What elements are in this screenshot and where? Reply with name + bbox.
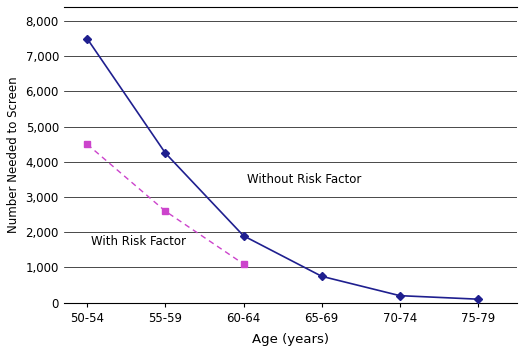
Text: Without Risk Factor: Without Risk Factor [247,173,362,186]
Y-axis label: Number Needed to Screen: Number Needed to Screen [7,77,20,233]
Text: With Risk Factor: With Risk Factor [91,235,186,247]
X-axis label: Age (years): Age (years) [252,333,329,346]
